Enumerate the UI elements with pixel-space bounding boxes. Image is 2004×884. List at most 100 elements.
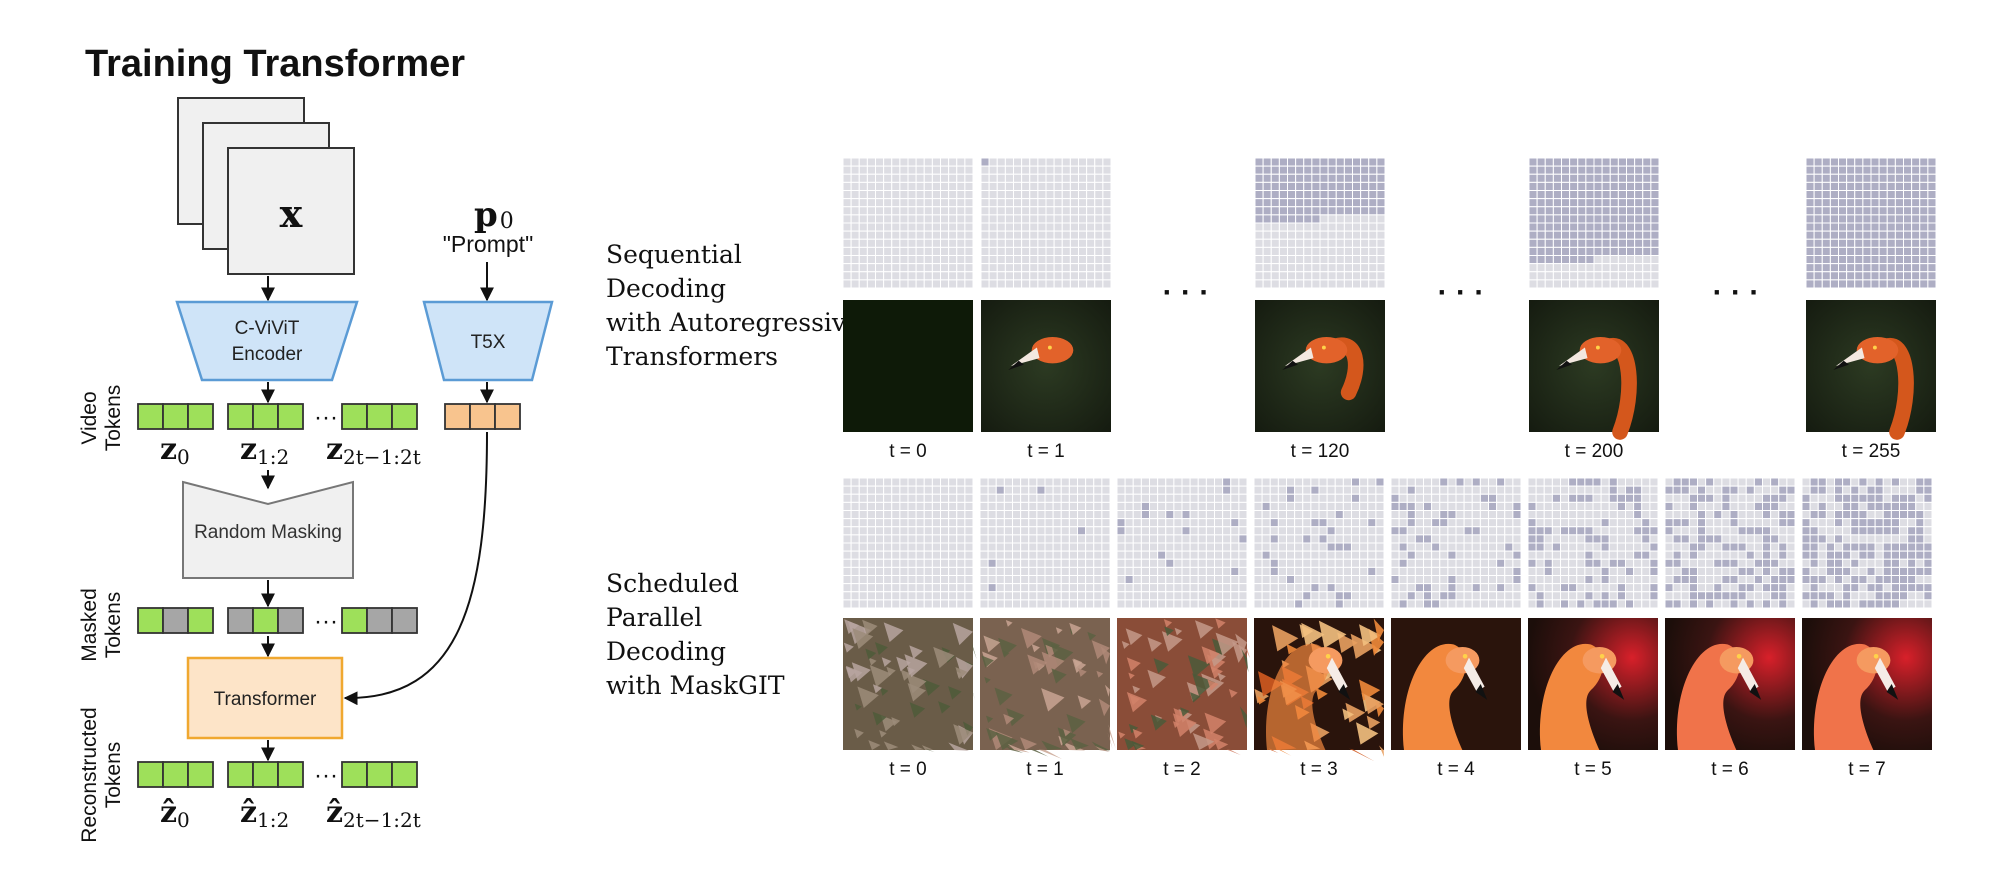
grid-cell	[1641, 542, 1651, 552]
grid-cell	[1551, 510, 1561, 520]
grid-cell	[1431, 591, 1441, 601]
grid-cell	[980, 263, 990, 273]
grid-cell	[1310, 526, 1320, 536]
grid-cell	[1625, 485, 1635, 495]
grid-cell	[995, 599, 1005, 609]
grid-cell	[979, 493, 989, 503]
grid-cell	[1319, 190, 1329, 200]
grid-cell	[1809, 510, 1819, 520]
grid-cell	[1601, 271, 1611, 281]
grid-cell	[1569, 214, 1579, 224]
grid-cell	[1641, 493, 1651, 503]
grid-cell	[1286, 477, 1296, 487]
grid-cell	[1101, 526, 1111, 536]
grid-cell	[1899, 558, 1909, 568]
grid-cell	[1688, 558, 1698, 568]
grid-cell	[1132, 566, 1142, 576]
grid-cell	[1021, 271, 1031, 281]
grid-cell	[1326, 566, 1336, 576]
grid-cell	[1512, 575, 1522, 585]
grid-cell	[1124, 566, 1134, 576]
grid-cell	[1633, 485, 1643, 495]
grid-cell	[1923, 526, 1933, 536]
grid-cell	[1593, 222, 1603, 232]
grid-cell	[964, 534, 974, 544]
grid-cell	[1634, 214, 1644, 224]
grid-cell	[1286, 575, 1296, 585]
grid-cell	[1021, 198, 1031, 208]
grid-cell	[1197, 485, 1207, 495]
grid-cell	[1649, 575, 1659, 585]
grid-cell	[1544, 222, 1554, 232]
grid-cell	[1688, 550, 1698, 560]
token-cell	[227, 403, 254, 430]
grid-cell	[1269, 558, 1279, 568]
grid-cell	[1617, 214, 1627, 224]
t5x-label: T5X	[471, 332, 506, 353]
grid-cell	[1352, 181, 1362, 191]
grid-cell	[1862, 246, 1872, 256]
sequential-step-label: t = 120	[1291, 441, 1350, 462]
grid-cell	[1786, 599, 1796, 609]
grid-cell	[1455, 501, 1465, 511]
grid-cell	[940, 255, 950, 265]
grid-cell	[1616, 526, 1626, 536]
grid-cell	[1102, 246, 1112, 256]
grid-cell	[1886, 263, 1896, 273]
grid-cell	[1327, 279, 1337, 289]
grid-cell	[1149, 575, 1159, 585]
grid-cell	[1862, 181, 1872, 191]
grid-cell	[842, 575, 852, 585]
grid-cell	[1915, 583, 1925, 593]
grid-cell	[1061, 190, 1071, 200]
grid-cell	[1230, 510, 1240, 520]
grid-cell	[1907, 518, 1917, 528]
grid-cell	[1479, 526, 1489, 536]
grid-cell	[1899, 550, 1909, 560]
grid-cell	[1697, 477, 1707, 487]
grid-cell	[1101, 485, 1111, 495]
grid-cell	[1230, 558, 1240, 568]
grid-cell	[1801, 599, 1811, 609]
grid-cell	[850, 493, 860, 503]
grid-cell	[1342, 477, 1352, 487]
grid-cell	[858, 518, 868, 528]
grid-cell	[1479, 477, 1489, 487]
grid-cell	[1729, 566, 1739, 576]
grid-cell	[1911, 198, 1921, 208]
grid-cell	[1504, 493, 1514, 503]
grid-cell	[1368, 263, 1378, 273]
grid-cell	[964, 230, 974, 240]
recon-token-labels: ẑ0 ẑ1:2 ẑ2t−1:2t	[160, 795, 421, 832]
grid-cell	[1021, 263, 1031, 273]
grid-cell	[1721, 542, 1731, 552]
grid-cell	[1455, 583, 1465, 593]
grid-cell	[1029, 214, 1039, 224]
grid-cell	[1634, 246, 1644, 256]
grid-cell	[1866, 599, 1876, 609]
grid-cell	[1762, 477, 1772, 487]
grid-cell	[875, 485, 885, 495]
grid-cell	[1086, 181, 1096, 191]
grid-cell	[1253, 493, 1263, 503]
grid-cell	[1334, 583, 1344, 593]
grid-cell	[1455, 518, 1465, 528]
grid-cell	[1874, 591, 1884, 601]
grid-cell	[1278, 214, 1288, 224]
grid-cell	[1600, 501, 1610, 511]
grid-cell	[1447, 534, 1457, 544]
grid-cell	[1634, 238, 1644, 248]
grid-cell	[1061, 157, 1071, 167]
grid-cell	[1817, 518, 1827, 528]
grid-cell	[1854, 157, 1864, 167]
video-token-labels: z0 z1:2 z2t−1:2t	[160, 432, 421, 469]
grid-cell	[1262, 173, 1272, 183]
grid-cell	[1577, 271, 1587, 281]
grid-cell	[1672, 518, 1682, 528]
grid-cell	[1762, 493, 1772, 503]
grid-cell	[1398, 550, 1408, 560]
grid-cell	[1642, 157, 1652, 167]
grid-cell	[1326, 477, 1336, 487]
grid-cell	[1911, 238, 1921, 248]
grid-cell	[1295, 165, 1305, 175]
